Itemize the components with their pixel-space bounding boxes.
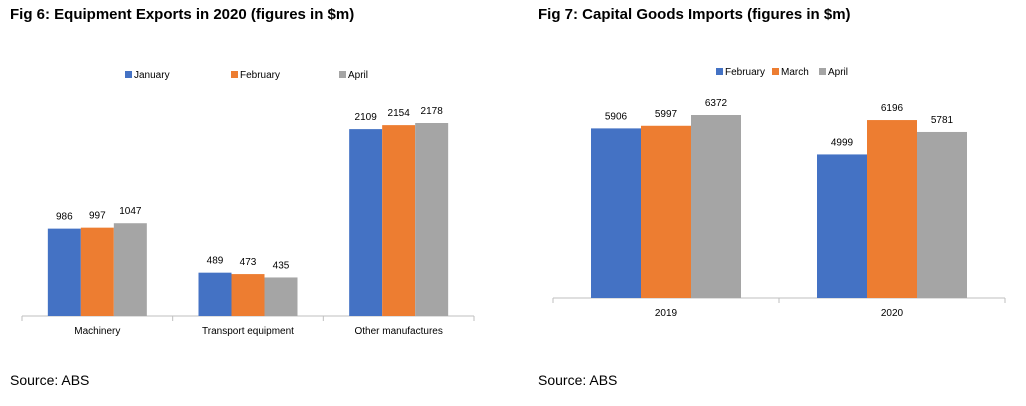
fig6-title: Fig 6: Equipment Exports in 2020 (figure… — [10, 6, 355, 23]
fig6-bar — [80, 227, 114, 316]
fig6-legend-label: January — [134, 70, 170, 81]
fig6-bar — [198, 272, 232, 316]
fig6-data-label: 997 — [89, 211, 106, 222]
fig7-category-label: 2019 — [655, 308, 678, 319]
fig6-legend-swatch — [231, 71, 238, 78]
fig7-legend-swatch — [772, 68, 779, 75]
fig7-bar — [641, 125, 691, 298]
fig7-legend-label: April — [828, 67, 848, 78]
fig7-panel: Fig 7: Capital Goods Imports (figures in… — [513, 0, 1026, 406]
fig7-category-label: 2020 — [881, 308, 904, 319]
fig7-bar — [591, 128, 641, 298]
fig6-bar — [231, 274, 265, 316]
fig7-bar — [867, 120, 917, 298]
fig7-bar — [691, 115, 741, 298]
fig7-bar — [917, 131, 967, 298]
fig7-data-label: 6372 — [705, 98, 728, 109]
fig7-bar — [817, 154, 867, 298]
fig6-category-label: Other manufactures — [354, 326, 442, 337]
fig7-data-label: 6196 — [881, 103, 904, 114]
fig6-data-label: 2109 — [355, 112, 378, 123]
fig7-data-label: 5781 — [931, 115, 954, 126]
fig7-source: Source: ABS — [538, 372, 618, 388]
fig6-legend-swatch — [125, 71, 132, 78]
fig7-data-label: 5906 — [605, 111, 628, 122]
fig7-title: Fig 7: Capital Goods Imports (figures in… — [538, 6, 851, 23]
fig7-chart: 5906 5997 6372 2019 4999 6196 5781 2020 February… — [552, 67, 1006, 319]
fig7-legend-swatch — [819, 68, 826, 75]
fig7-legend-label: March — [781, 67, 809, 78]
fig6-legend-label: February — [240, 70, 280, 81]
fig6-data-label: 2178 — [421, 106, 444, 117]
fig6-category-label: Machinery — [74, 326, 120, 337]
fig6-data-label: 2154 — [388, 108, 411, 119]
fig7-legend-swatch — [716, 68, 723, 75]
fig6-data-label: 489 — [207, 256, 224, 267]
fig7-data-label: 4999 — [831, 137, 854, 148]
fig6-bar — [47, 228, 81, 316]
fig6-data-label: 473 — [240, 257, 257, 268]
fig6-data-label: 435 — [273, 260, 290, 271]
fig6-bar — [382, 125, 416, 316]
fig7-legend-label: February — [725, 67, 765, 78]
fig6-chart: 986 997 1047 Machinery 489 473 435 Transport eq… — [21, 70, 475, 337]
fig6-bar — [415, 123, 449, 316]
fig6-source: Source: ABS — [10, 372, 90, 388]
fig6-panel: Fig 6: Equipment Exports in 2020 (figure… — [10, 6, 475, 388]
fig6-legend-label: April — [348, 70, 368, 81]
fig6-bar — [349, 129, 383, 316]
fig6-legend-swatch — [339, 71, 346, 78]
fig6-data-label: 1047 — [119, 206, 142, 217]
fig6-bar — [264, 277, 298, 316]
fig6-bar — [113, 223, 147, 316]
fig7-data-label: 5997 — [655, 109, 678, 120]
fig6-data-label: 986 — [56, 212, 73, 223]
fig6-category-label: Transport equipment — [202, 326, 294, 337]
